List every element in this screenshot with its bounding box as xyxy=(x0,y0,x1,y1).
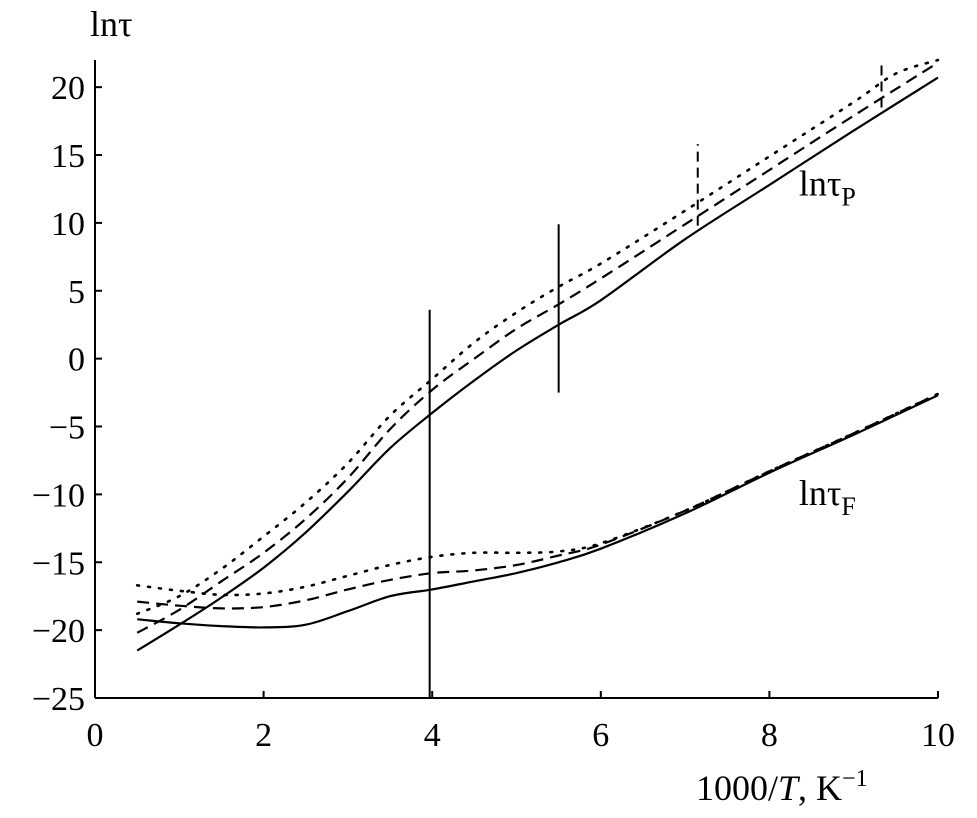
y-axis-title: lnτ xyxy=(90,4,132,44)
y-tick-label: −25 xyxy=(32,681,85,718)
x-tick-label: 10 xyxy=(921,717,955,754)
y-axis: 20 15 10 5 0 −5 −10 −15 −20 −25 xyxy=(32,60,102,718)
y-tick-label: −10 xyxy=(32,477,85,514)
y-tick-label: −20 xyxy=(32,613,85,650)
y-tick-label: 5 xyxy=(68,274,85,311)
x-tick-label: 8 xyxy=(761,717,778,754)
label-ln-tau-f-sub: F xyxy=(841,492,855,521)
series-ln-tau-f-dotted xyxy=(135,392,940,597)
series-ln-tau-p-solid xyxy=(136,76,939,652)
x-tick-label: 2 xyxy=(255,717,272,754)
label-ln-tau-p-main: lnτ xyxy=(799,164,841,204)
y-tick-label: 10 xyxy=(51,206,85,243)
x-tick-label: 4 xyxy=(424,717,441,754)
x-axis-title-unit: , K xyxy=(798,768,842,808)
x-axis-title: 1000/T, K−1 xyxy=(696,766,868,808)
series-ln-tau-p-dotted xyxy=(135,58,940,616)
x-axis-title-var: T xyxy=(778,768,801,808)
y-tick-label: 0 xyxy=(68,342,85,379)
x-axis-title-prefix: 1000/ xyxy=(696,768,778,808)
x-tick-label: 0 xyxy=(87,717,104,754)
x-axis-title-exp: −1 xyxy=(842,766,868,792)
series-ln-tau-p-dashed xyxy=(136,61,939,634)
label-ln-tau-f-main: lnτ xyxy=(799,473,841,513)
y-tick-label: 15 xyxy=(51,138,85,175)
y-tick-label: −5 xyxy=(49,410,85,447)
label-ln-tau-p: lnτP xyxy=(799,164,856,212)
y-tick-label: −15 xyxy=(32,545,85,582)
x-axis: 0 2 4 6 8 10 xyxy=(87,691,955,754)
x-tick-label: 6 xyxy=(592,717,609,754)
series-ln-tau-f-solid xyxy=(137,394,939,629)
y-tick-label: 20 xyxy=(51,70,85,107)
plot-area xyxy=(135,58,940,698)
label-ln-tau-f: lnτF xyxy=(799,473,856,521)
label-ln-tau-p-sub: P xyxy=(841,183,855,212)
